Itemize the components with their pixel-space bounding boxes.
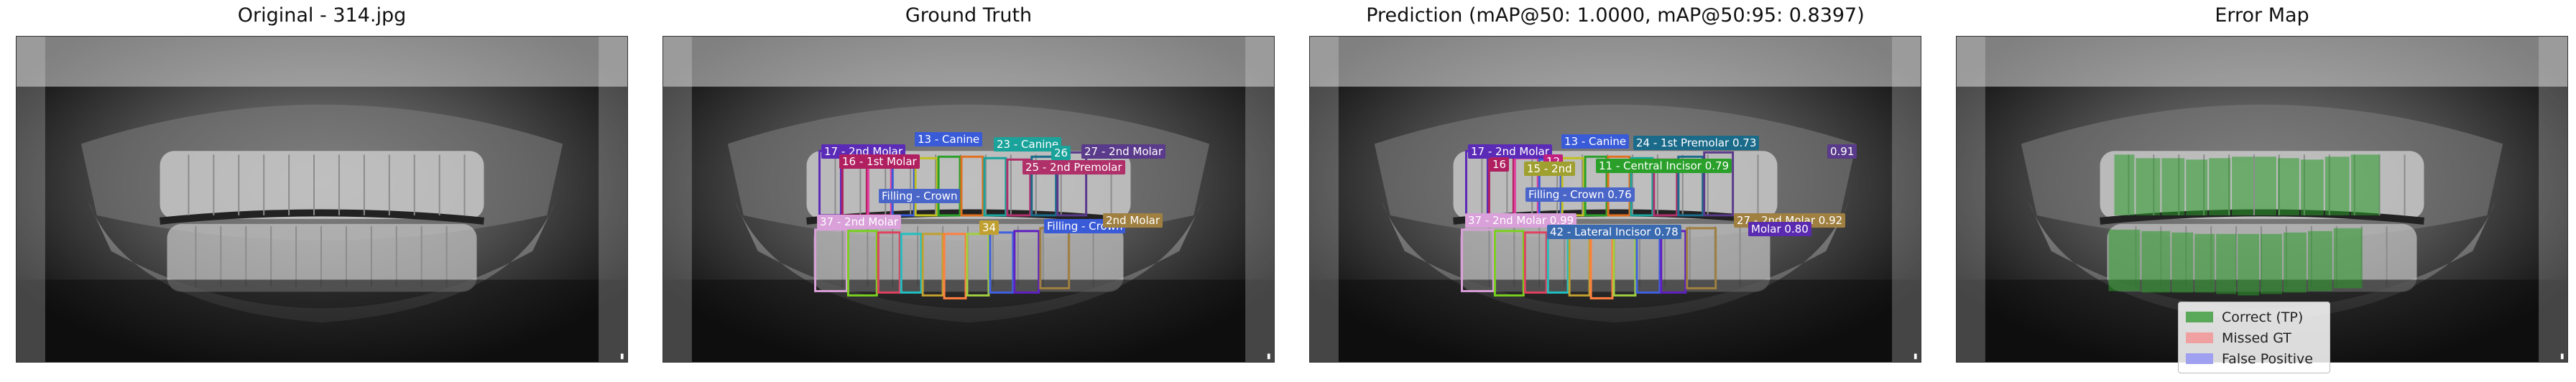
gt-label: 27 - 2nd Molar: [1081, 144, 1166, 159]
legend-swatch-correct: [2186, 312, 2213, 322]
legend-swatch-missed: [2186, 332, 2213, 343]
legend-label: Correct (TP): [2222, 309, 2304, 325]
image-corner-marker: ▮: [1267, 353, 1271, 360]
pred-label: Molar 0.80: [1748, 222, 1811, 236]
gt-label: 23 - Canine: [994, 137, 1062, 152]
gt-label: 25 - 2nd Premolar: [1022, 160, 1125, 174]
xray-image-with-boxes: 13 - Canine 24 - 1st Premolar 0.73 0.91 …: [1309, 36, 1921, 363]
panel-title: Ground Truth: [905, 4, 1033, 27]
image-corner-marker: ▮: [620, 353, 624, 360]
pred-label: 42 - Lateral Incisor 0.78: [1547, 225, 1681, 239]
panel-ground-truth: Ground Truth: [663, 0, 1275, 382]
panel-original: Original - 314.jpg ▮: [16, 0, 628, 382]
xray-image-error-overlay: ▮: [1956, 36, 2568, 363]
gt-label: 13 - Canine: [915, 132, 983, 146]
legend-swatch-false-positive: [2186, 353, 2213, 364]
gt-label: 34: [979, 220, 1000, 235]
legend-item: False Positive: [2186, 348, 2322, 369]
image-corner-marker: ▮: [2560, 353, 2565, 360]
legend-label: Missed GT: [2222, 330, 2291, 346]
gt-label: 2nd Molar: [1103, 213, 1163, 228]
pred-label: 37 - 2nd Molar 0.99: [1465, 213, 1577, 228]
panel-error-map: Error Map ▮ Correct (TP): [1956, 0, 2568, 382]
legend-item: Correct (TP): [2186, 307, 2322, 327]
error-legend: Correct (TP) Missed GT False Positive: [2178, 302, 2330, 373]
pred-label: 0.91: [1827, 144, 1857, 159]
panel-title: Original - 314.jpg: [237, 4, 407, 27]
pred-label: Filling - Crown 0.76: [1525, 187, 1635, 202]
panel-title: Prediction (mAP@50: 1.0000, mAP@50:95: 0…: [1366, 4, 1865, 27]
pred-label: 13 - Canine: [1561, 134, 1630, 149]
legend-item: Missed GT: [2186, 327, 2322, 348]
panel-title: Error Map: [2215, 4, 2309, 27]
pred-label: 16: [1490, 157, 1510, 172]
pred-label: 15 - 2nd: [1524, 162, 1575, 176]
pred-label: 24 - 1st Premolar 0.73: [1633, 136, 1760, 150]
correct-overlay: [2108, 154, 2380, 296]
gt-boxes: [814, 149, 1088, 299]
legend-label: False Positive: [2222, 350, 2313, 367]
gt-label: 16 - 1st Molar: [839, 154, 920, 169]
xray-image-with-boxes: 13 - Canine 23 - Canine 17 - 2nd Molar 2…: [663, 36, 1275, 363]
gt-label: 37 - 2nd Molar: [817, 215, 902, 229]
image-corner-marker: ▮: [1913, 353, 1918, 360]
gt-label: 26: [1051, 146, 1071, 160]
xray-image: ▮: [16, 36, 628, 363]
gt-label: Filling - Crown: [879, 189, 961, 203]
pred-label: 17 - 2nd Molar: [1468, 144, 1553, 159]
pred-label: 11 - Central Incisor 0.79: [1596, 159, 1732, 173]
panel-prediction: Prediction (mAP@50: 1.0000, mAP@50:95: 0…: [1309, 0, 1921, 382]
